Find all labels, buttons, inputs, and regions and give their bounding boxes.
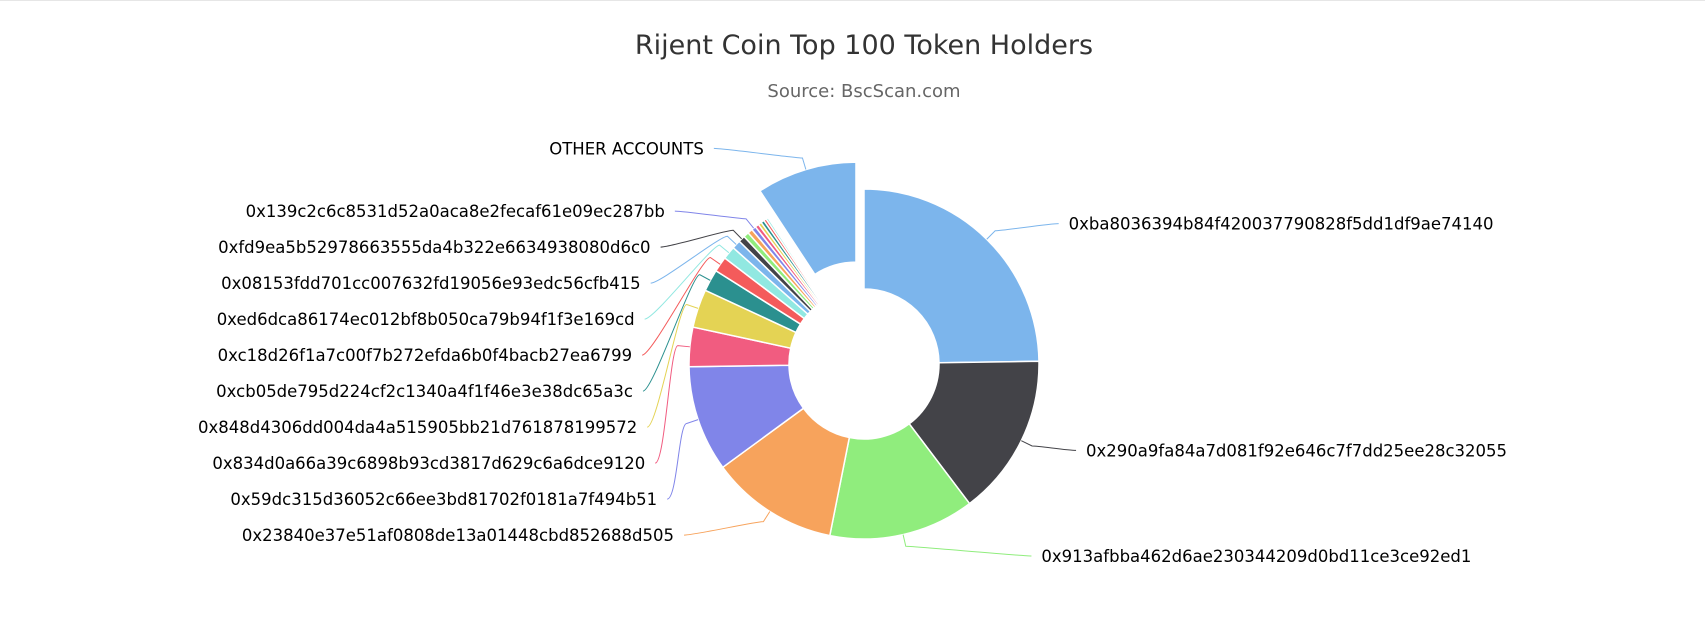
donut-slice[interactable] [765,216,824,303]
slice-label: 0xed6dca86174ec012bf8b050ca79b94f1f3e169… [217,310,635,329]
slice-label: 0x290a9fa84a7d081f92e646c7f7dd25ee28c320… [1086,441,1507,460]
label-connector [902,534,1032,557]
slices-group [688,161,1040,540]
label-connector [660,229,742,248]
slice-label: 0xba8036394b84f420037790828f5dd1df9ae741… [1069,215,1494,234]
chart-subtitle: Source: BscScan.com [767,81,960,102]
slice-label: 0xcb05de795d224cf2c1340a4f1f46e3e38dc65a… [216,382,633,401]
slice-label: 0x848d4306dd004da4a515905bb21d7618781995… [198,418,637,437]
chart-title: Rijent Coin Top 100 Token Holders [635,30,1093,61]
label-connector [1021,440,1077,451]
slice-label: 0x59dc315d36052c66ee3bd81702f0181a7f494b… [230,490,657,509]
label-connector [713,147,807,170]
slice-label: 0x913afbba462d6ae230344209d0bd11ce3ce92e… [1041,547,1471,566]
top-border [0,0,1705,1]
slice-label: 0x139c2c6c8531d52a0aca8e2fecaf61e09ec287… [246,202,665,221]
slice-label: 0x23840e37e51af0808de13a01448cbd852688d5… [242,526,674,545]
slice-label: 0x08153fdd701cc007632fd19056e93edc56cfb4… [221,274,641,293]
donut-slice[interactable] [758,161,857,276]
labels-group: 0xba8036394b84f420037790828f5dd1df9ae741… [198,139,1507,566]
label-connector [654,345,690,464]
label-connector [986,223,1059,240]
label-connector [644,244,730,320]
label-connector [642,274,711,392]
slice-label: OTHER ACCOUNTS [549,139,704,158]
label-connector [684,511,771,536]
connectors-group [641,147,1077,557]
slice-label: 0xc18d26f1a7c00f7b272efda6b0f4bacb27ea67… [218,346,632,365]
label-connector [650,235,737,284]
donut-slice[interactable] [863,188,1040,364]
donut-slice[interactable] [908,360,1040,505]
slice-label: 0xfd9ea5b52978663555da4b322e6634938080d6… [218,238,650,257]
label-connector [666,419,699,500]
label-connector [674,210,755,229]
slice-label: 0x834d0a66a39c6898b93cd3817d629c6a6dce91… [212,454,645,473]
label-connector [641,256,721,356]
label-connector [646,304,699,428]
donut-slice[interactable] [828,422,971,540]
